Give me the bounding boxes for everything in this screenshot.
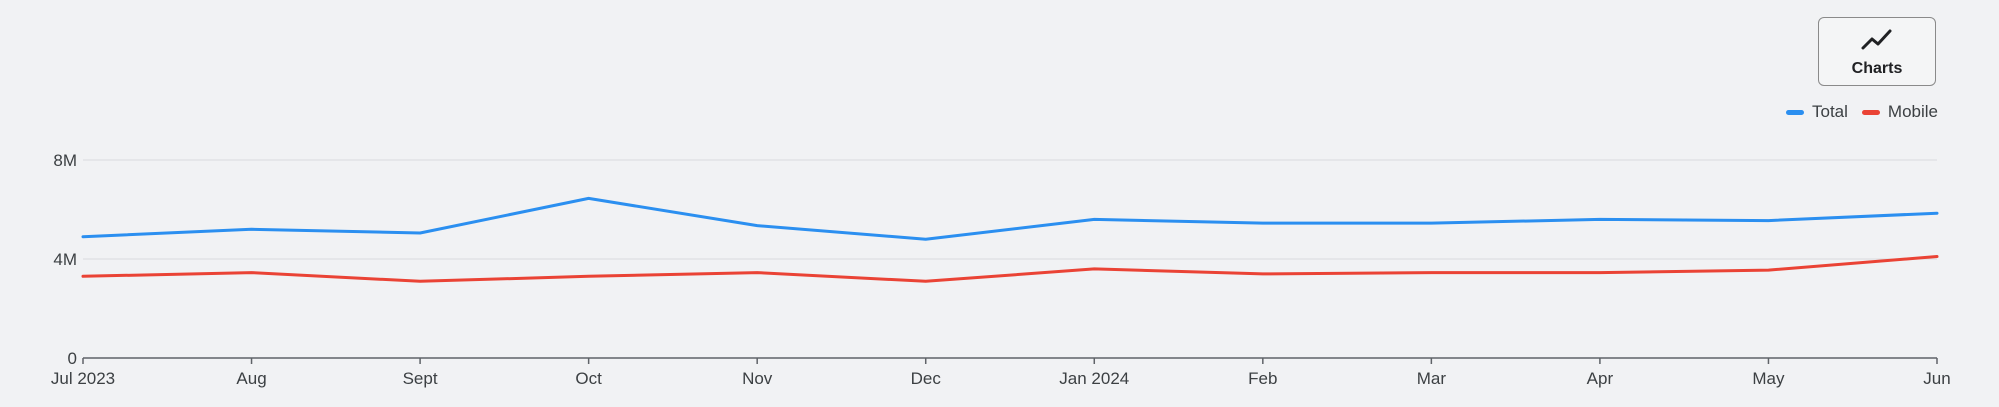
charts-button[interactable]: Charts bbox=[1818, 17, 1936, 86]
series-line-mobile bbox=[81, 255, 1939, 283]
x-tick-label: Dec bbox=[911, 369, 942, 388]
charts-button-label: Charts bbox=[1851, 60, 1903, 77]
x-tick-label: May bbox=[1752, 369, 1785, 388]
y-tick-label: 0 bbox=[68, 349, 77, 368]
x-tick-label: Jun bbox=[1923, 369, 1950, 388]
legend-swatch-total bbox=[1785, 109, 1804, 115]
x-tick-label: Mar bbox=[1417, 369, 1447, 388]
x-tick-label: Aug bbox=[236, 369, 266, 388]
y-tick-label: 4M bbox=[53, 250, 77, 269]
x-tick-label: Feb bbox=[1248, 369, 1277, 388]
legend-item-mobile[interactable]: Mobile bbox=[1861, 102, 1938, 122]
x-tick-label: Sept bbox=[403, 369, 438, 388]
x-tick-label: Apr bbox=[1587, 369, 1614, 388]
y-tick-label: 8M bbox=[53, 151, 77, 170]
x-tick-label: Oct bbox=[575, 369, 602, 388]
legend-swatch-mobile bbox=[1861, 109, 1880, 115]
chart-legend: Total Mobile bbox=[1785, 102, 1938, 122]
x-tick-label: Nov bbox=[742, 369, 773, 388]
x-tick-label: Jan 2024 bbox=[1059, 369, 1129, 388]
line-chart-icon bbox=[1861, 29, 1892, 50]
legend-label-total: Total bbox=[1811, 102, 1848, 121]
legend-label-mobile: Mobile bbox=[1887, 102, 1938, 121]
legend-item-total[interactable]: Total bbox=[1785, 102, 1848, 122]
x-tick-label: Jul 2023 bbox=[51, 369, 115, 388]
series-line-total bbox=[81, 196, 1939, 241]
